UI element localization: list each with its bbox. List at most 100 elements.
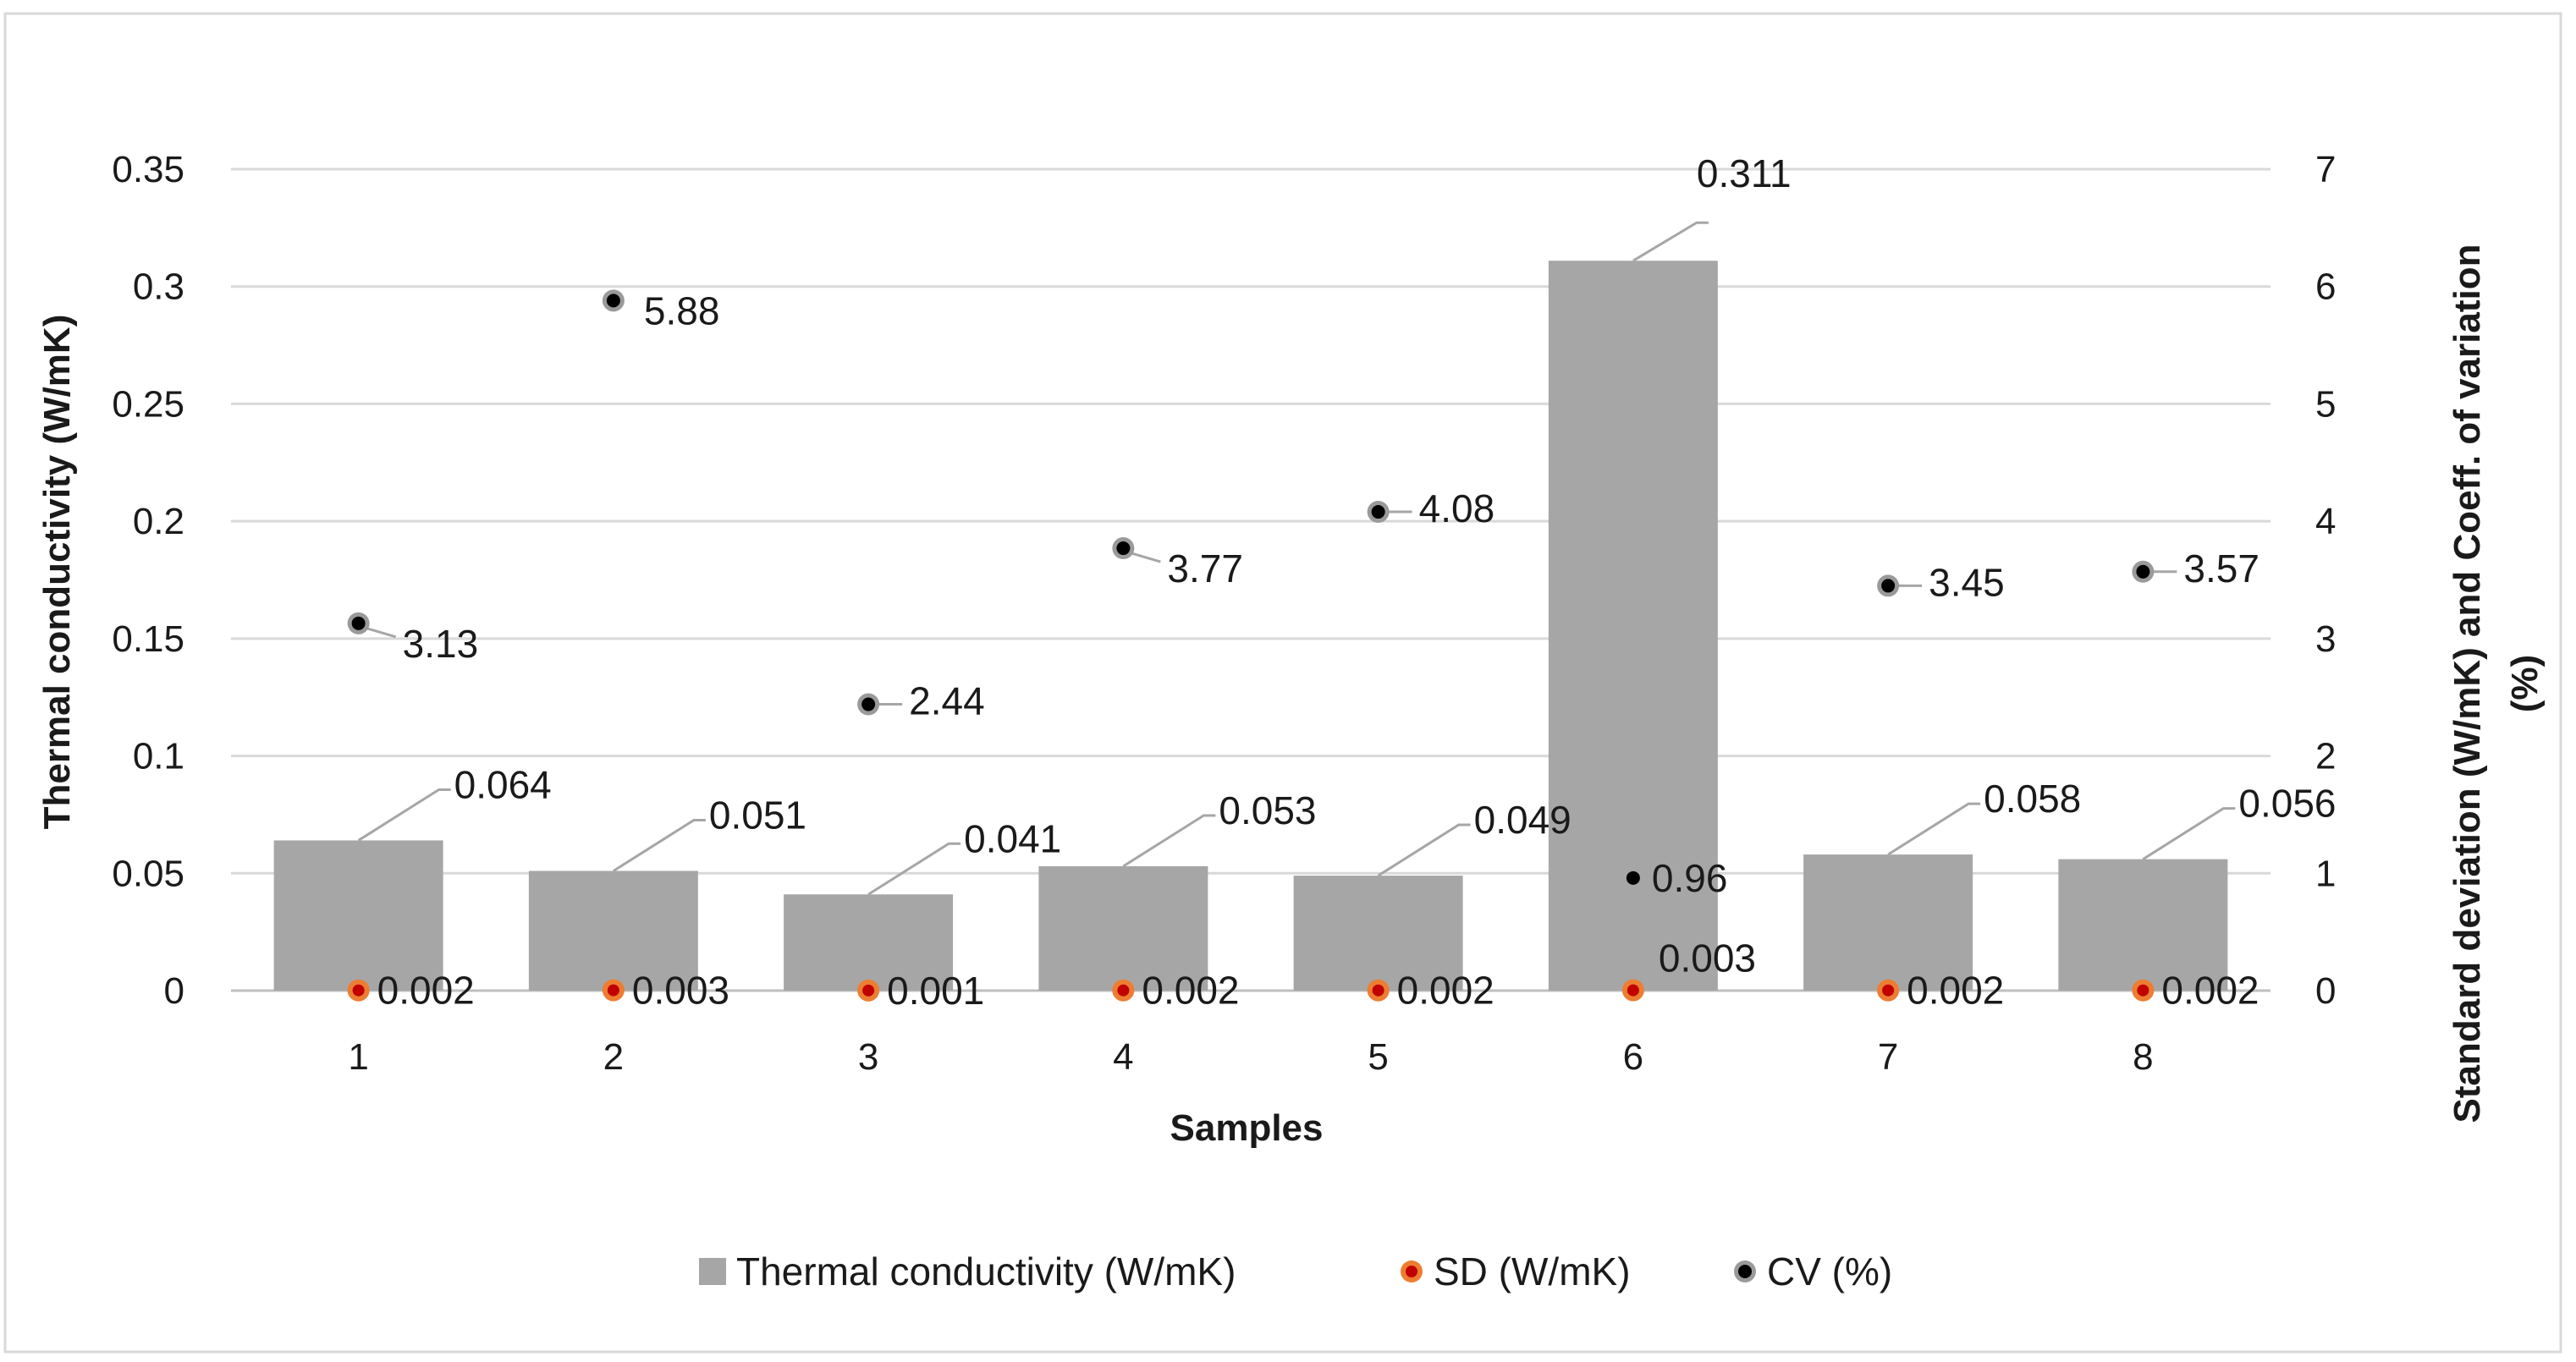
- y2-tick-label: 4: [2315, 501, 2336, 542]
- y-axis-ticks: 0 0.05 0.1 0.15 0.2 0.25 0.3 0.35: [112, 149, 184, 1012]
- bar-data-label: 0.056: [2238, 782, 2336, 826]
- cv-data-label: 3.57: [2183, 546, 2260, 590]
- bar: [1293, 876, 1463, 991]
- cv-data-label: 5.88: [644, 288, 720, 332]
- cv-data-label: 3.13: [403, 622, 479, 666]
- x-tick-label: 5: [1368, 1036, 1388, 1078]
- x-axis-title: Samples: [1170, 1107, 1324, 1149]
- cv-data-label: 3.45: [1929, 560, 2005, 604]
- sd-point-core: [1372, 984, 1384, 997]
- bar: [2058, 859, 2228, 991]
- y-tick-label: 0.15: [112, 618, 184, 660]
- cv-point: [1116, 541, 1131, 556]
- sd-data-label: 0.002: [377, 969, 475, 1013]
- data-labels: 0.064 0.051 0.041 0.053 0.049 0.311 0.058 0.056…: [377, 151, 2337, 1013]
- sd-point-core: [1882, 984, 1895, 997]
- sd-data-label: 0.002: [2161, 969, 2259, 1013]
- y-tick-label: 0.35: [112, 149, 184, 190]
- cv-data-label: 2.44: [909, 679, 985, 723]
- y-tick-label: 0.1: [133, 736, 184, 777]
- y-tick-label: 0.3: [133, 266, 184, 308]
- bar-label-leader: [1122, 814, 1216, 868]
- bar: [1548, 261, 1718, 991]
- sd-data-label: 0.002: [1907, 969, 2004, 1013]
- legend-label-thermal: Thermal conductivity (W/mK): [736, 1249, 1236, 1293]
- bar-label-leader: [1377, 823, 1471, 877]
- x-tick-label: 2: [603, 1036, 624, 1078]
- bar: [1038, 865, 1208, 991]
- x-tick-label: 7: [1878, 1036, 1898, 1078]
- sd-data-label: 0.002: [1397, 969, 1494, 1013]
- y-tick-label: 0.25: [112, 383, 184, 425]
- scatter-series: [347, 289, 2155, 1002]
- y2-tick-label: 1: [2315, 853, 2336, 894]
- cv-label-leader: [1131, 552, 1161, 563]
- x-tick-label: 1: [348, 1036, 368, 1078]
- bar-data-label: 0.051: [709, 794, 806, 838]
- legend-swatch-thermal: [699, 1258, 726, 1285]
- cv-point: [2136, 564, 2150, 579]
- bar: [784, 894, 954, 991]
- legend-marker-cv-core: [1738, 1265, 1752, 1278]
- sd-data-label: 0.002: [1142, 969, 1239, 1013]
- sd-data-label: 0.003: [1659, 936, 1756, 980]
- bar-label-leader: [357, 788, 451, 842]
- cv-point: [861, 697, 876, 711]
- bar-label-leader: [2142, 807, 2236, 860]
- cv-point: [351, 616, 366, 630]
- cv-data-label: 4.08: [1419, 486, 1495, 530]
- x-axis-ticks: 1 2 3 4 5 6 7 8: [348, 1036, 2153, 1078]
- y2-tick-label: 6: [2315, 266, 2336, 308]
- x-tick-label: 6: [1623, 1036, 1643, 1078]
- sd-point-core: [607, 984, 619, 997]
- sd-point-core: [2137, 984, 2149, 997]
- y2-tick-label: 3: [2315, 618, 2336, 660]
- bar-data-label: 0.311: [1697, 151, 1792, 195]
- y2-axis-title-line2: (%): [2504, 655, 2546, 712]
- cv-data-label: 0.96: [1652, 856, 1728, 900]
- bar-series: [273, 261, 2228, 991]
- bar-label-leader: [1632, 221, 1709, 262]
- bar-data-label: 0.058: [1984, 777, 2081, 821]
- y2-tick-label: 0: [2315, 970, 2336, 1012]
- legend-marker-sd-core: [1406, 1266, 1417, 1277]
- bar-data-label: 0.064: [454, 762, 552, 806]
- cv-point: [606, 294, 620, 308]
- y-tick-label: 0: [164, 970, 184, 1012]
- y-tick-label: 0.05: [112, 853, 184, 894]
- cv-data-label: 3.77: [1167, 546, 1243, 590]
- bar: [1803, 854, 1973, 991]
- sd-point-core: [1117, 984, 1130, 997]
- bar: [528, 870, 698, 991]
- bar-label-leader: [1887, 802, 1981, 856]
- y2-axis-ticks: 0 1 2 3 4 5 6 7: [2315, 149, 2336, 1012]
- bar-label-leader: [613, 819, 706, 872]
- legend: Thermal conductivity (W/mK) SD (W/mK) CV…: [699, 1249, 1892, 1293]
- bar-data-label: 0.053: [1219, 788, 1316, 832]
- x-tick-label: 3: [858, 1036, 878, 1078]
- bar-label-leader: [867, 842, 961, 896]
- y-axis-title: Thermal conductivity (W/mK): [36, 315, 78, 830]
- x-tick-label: 8: [2133, 1036, 2153, 1078]
- y2-tick-label: 5: [2315, 383, 2336, 425]
- label-leader-lines: [357, 221, 2236, 896]
- chart-border: [3, 12, 2562, 1354]
- bar-data-label: 0.041: [964, 816, 1061, 860]
- legend-label-sd: SD (W/mK): [1434, 1249, 1631, 1293]
- legend-label-cv: CV (%): [1767, 1249, 1892, 1293]
- cv-point: [1371, 505, 1385, 519]
- y-tick-label: 0.2: [133, 501, 184, 542]
- cv-point: [1881, 579, 1896, 593]
- sd-data-label: 0.001: [887, 969, 984, 1013]
- sd-point-core: [352, 984, 365, 997]
- bar-data-label: 0.049: [1474, 798, 1571, 842]
- sd-point-core: [1627, 984, 1639, 997]
- y2-tick-label: 2: [2315, 736, 2336, 777]
- cv-point: [1626, 870, 1640, 885]
- sd-point-core: [862, 984, 875, 997]
- x-tick-label: 4: [1113, 1036, 1133, 1078]
- y2-axis-title-line1: Standard deviation (W/mK) and Coeff. of …: [2447, 244, 2488, 1123]
- y2-tick-label: 7: [2315, 149, 2336, 190]
- sd-data-label: 0.003: [632, 969, 729, 1013]
